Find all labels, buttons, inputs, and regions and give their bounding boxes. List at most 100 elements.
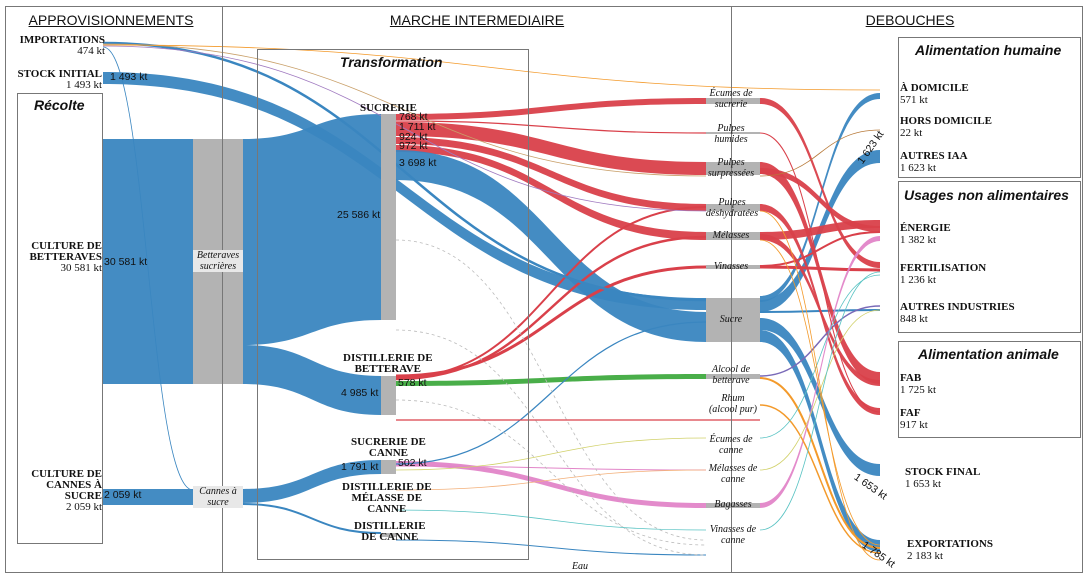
link-sucre-stock-final	[760, 318, 880, 476]
source-importations-value: 474 kt	[77, 45, 105, 57]
mid-ecumes-sucrerie-2: sucrerie	[714, 99, 748, 110]
source-culture-cannes-name-2: CANNES À	[46, 479, 102, 491]
link-misc-6	[759, 239, 881, 546]
box-usages-non-alimentaires	[898, 181, 1081, 333]
mid-alcool-betterave-1: Alcool de	[711, 364, 751, 375]
mid-pulpes-humides-1: Pulpes	[717, 123, 745, 134]
mid-vinasses-canne-1: Vinasses de	[709, 524, 757, 535]
dest-fab: FAB 1 725 kt	[900, 372, 936, 396]
link-importations-1	[102, 43, 707, 177]
mid-bagasses: Bagasses	[714, 499, 752, 510]
source-stock-initial-value: 1 493 kt	[65, 79, 102, 91]
process-distillerie-betterave-label-1: DISTILLERIE DE	[343, 352, 433, 364]
sucrerie-out-5: 3 698 kt	[399, 157, 437, 169]
source-culture-betteraves-name: CULTURE DE BETTERAVES	[29, 241, 102, 263]
dest-energie: ÉNERGIE 1 382 kt	[900, 222, 951, 246]
box-alimentation-animale	[898, 341, 1081, 438]
dest-fab-name: FAB	[900, 372, 922, 384]
collector-cannes-label-2: sucre	[207, 497, 229, 508]
dest-a-domicile: À DOMICILE 571 kt	[900, 82, 969, 106]
flow-label-culture-betteraves: 30 581 kt	[104, 256, 148, 268]
dest-energie-name: ÉNERGIE	[900, 222, 951, 234]
dest-a-domicile-value: 571 kt	[900, 94, 928, 106]
sucrerie-out-3: 924 kt	[399, 131, 428, 143]
link-rhum-export	[759, 404, 881, 554]
mid-alcool-betterave-2: betterave	[712, 375, 750, 386]
node-vinasses	[706, 265, 760, 269]
section-frame-debouches	[731, 6, 1083, 573]
mid-melasses-canne-2: canne	[721, 474, 745, 485]
link-sucrerie-pulpes-deshydratees	[396, 137, 706, 211]
link-melasses-fab	[760, 234, 880, 386]
mid-pulpes-surpressees-2: surpressées	[707, 168, 755, 179]
process-distillerie-canne-label-2: DE CANNE	[361, 531, 419, 543]
link-distillerie-vinasses	[395, 265, 707, 378]
link-misc-2	[759, 309, 881, 471]
box-title-transformation: Transformation	[340, 54, 443, 70]
link-betteraves-collector	[103, 139, 193, 384]
collector-betteraves-label-2: sucrières	[199, 261, 237, 272]
link-importations-sucre	[102, 41, 707, 302]
flow-label-culture-cannes: 2 059 kt	[104, 489, 142, 501]
process-sucrerie-label: SUCRERIE	[360, 102, 417, 114]
box-recolte	[17, 93, 103, 544]
node-sucrerie-canne	[381, 460, 396, 474]
dest-autres-iaa: AUTRES IAA 1 623 kt	[900, 150, 968, 174]
node-sucrerie	[381, 114, 396, 320]
dest-autres-industries-name: AUTRES INDUSTRIES	[900, 301, 1015, 313]
process-sucrerie-in-value: 25 586 kt	[337, 209, 381, 221]
mid-ecumes-canne-1: Écumes de	[709, 434, 753, 445]
flow-label-stock-initial: 1 493 kt	[110, 71, 148, 83]
box-title-alimentation-humaine: Alimentation humaine	[915, 42, 1062, 58]
mid-pulpes-humides: Pulpes humides	[700, 123, 762, 145]
box-alimentation-humaine	[898, 37, 1081, 178]
process-distillerie-canne-label-1: DISTILLERIE	[354, 520, 426, 532]
process-sucrerie-canne-label-2: CANNE	[368, 447, 408, 459]
process-distillerie-melasse-label: DISTILLERIE DE MÉLASSE DE CANNE	[342, 482, 432, 515]
source-culture-cannes-value: 2 059 kt	[65, 501, 102, 513]
dest-exportations: EXPORTATIONS 2 183 kt	[907, 538, 993, 562]
collector-cannes-label: Cannes à sucre	[193, 486, 243, 508]
mid-eau: Eau	[571, 561, 589, 572]
dest-hors-domicile: HORS DOMICILE 22 kt	[900, 115, 992, 139]
link-misc-3	[759, 271, 881, 531]
link-melasse-canne	[395, 465, 707, 471]
dest-faf-value: 917 kt	[900, 419, 928, 431]
mid-melasses-canne: Mélasses de canne	[700, 463, 766, 485]
flow-links	[102, 41, 881, 561]
link-recolte-dash-2	[395, 329, 707, 556]
mid-pulpes-surpressees: Pulpes surpressées	[700, 157, 762, 179]
link-sucre-exportations	[760, 330, 880, 552]
link-vinasses-energie	[759, 231, 881, 267]
link-distillerie-alcool	[396, 374, 706, 386]
source-importations: IMPORTATIONS 474 kt	[20, 35, 105, 57]
section-title-marche: MARCHE INTERMEDIAIRE	[389, 12, 565, 28]
link-alcool-autres-industries	[759, 305, 881, 377]
link-surpressees-energie	[760, 168, 880, 232]
mid-pulpes-surpressees-1: Pulpes	[717, 157, 745, 168]
dest-autres-industries-value: 848 kt	[900, 313, 928, 325]
link-misc-4	[759, 129, 881, 177]
node-pulpes-surpressees	[706, 162, 760, 175]
link-importations-3	[102, 45, 707, 212]
dest-autres-iaa-name: AUTRES IAA	[900, 150, 968, 162]
node-sucre	[706, 298, 760, 342]
link-sucrerie-pulpes-humides	[395, 120, 707, 134]
process-distillerie-canne-label: DISTILLERIE DE CANNE	[354, 521, 426, 543]
source-stock-initial: STOCK INITIAL 1 493 kt	[18, 69, 102, 91]
mid-pulpes-deshydratees: Pulpes déshydratées	[697, 197, 767, 219]
mid-pulpes-humides-2: humides	[714, 134, 748, 145]
sucrerie-out-1: 768 kt	[399, 111, 428, 123]
collector-cannes-label-1: Cannes à	[199, 486, 237, 497]
section-title-approvisionnements: APPROVISIONNEMENTS	[28, 12, 194, 28]
dest-exportations-name: EXPORTATIONS	[907, 538, 993, 550]
source-culture-betteraves-name-2: BETTERAVES	[29, 251, 102, 263]
box-title-usages-non-alimentaires: Usages non alimentaires	[904, 187, 1069, 203]
source-culture-cannes-name-3: SUCRE	[64, 490, 102, 502]
link-sucrerie-sucre	[396, 150, 706, 342]
node-distillerie-betterave	[381, 376, 396, 415]
process-distillerie-betterave-out-value: 578 kt	[398, 377, 427, 389]
dest-autres-iaa-value: 1 623 kt	[900, 162, 937, 174]
link-recolte-dash-3	[395, 399, 707, 546]
